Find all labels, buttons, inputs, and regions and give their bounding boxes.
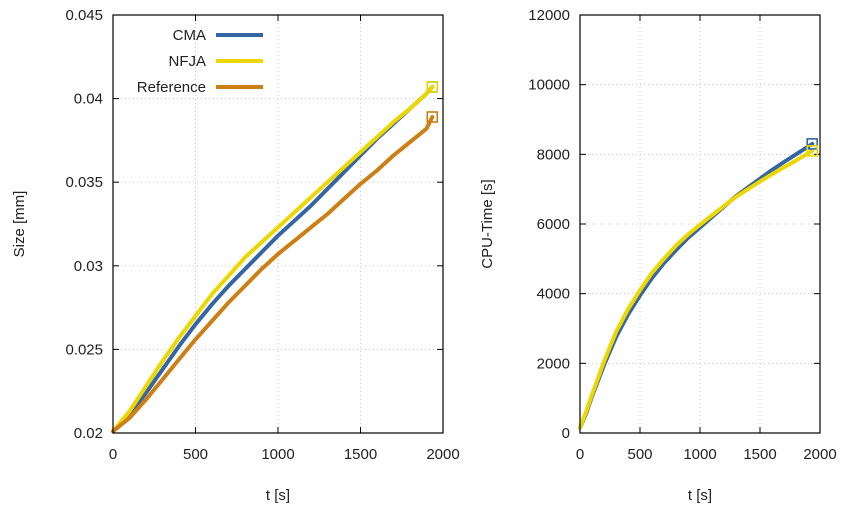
series-line-series-2 (578, 148, 815, 430)
legend-label: NFJA (169, 53, 207, 70)
chart-1: 0 500 1000 1500 2000 0.02 0.025 0.03 0.035 0.04 0.… (11, 7, 460, 504)
series-line-reference (111, 115, 435, 434)
y-tick-label: 0.04 (74, 91, 103, 108)
x-axis-title: t [s] (688, 487, 712, 504)
x-tick-label: 0 (109, 446, 117, 463)
end-marker-nfja (426, 81, 439, 93)
y-axis-title: Size [mm] (11, 191, 28, 258)
y-tick-label: 6000 (537, 216, 570, 233)
y-tick-label: 0 (562, 425, 570, 442)
y-tick-label: 10000 (528, 77, 570, 94)
y-tick-label: 0.03 (74, 258, 103, 275)
y-tick-label: 0.02 (74, 425, 103, 442)
legend-label: CMA (173, 27, 206, 44)
end-marker-series-1 (806, 138, 819, 150)
legend: CMA NFJA Reference (137, 27, 263, 96)
x-tick-label: 1500 (743, 446, 776, 463)
legend-label: Reference (137, 79, 206, 96)
y-tick-label: 12000 (528, 7, 570, 24)
plot-frame (112, 14, 444, 434)
plot-frame (579, 14, 821, 434)
y-tick-label: 4000 (537, 286, 570, 303)
y-tick-label: 0.025 (65, 341, 103, 358)
end-marker-reference (426, 111, 439, 123)
series-line-nfja (111, 84, 435, 434)
x-tick-label: 500 (627, 446, 652, 463)
y-tick-label: 8000 (537, 146, 570, 163)
chart-2: 0 500 1000 1500 2000 0 2000 4000 6000 8000 10000 12… (479, 7, 837, 504)
y-tick-label: 2000 (537, 355, 570, 372)
y-tick-label: 0.045 (65, 7, 103, 24)
x-tick-label: 2000 (426, 446, 459, 463)
x-tick-label: 1000 (261, 446, 294, 463)
end-marker-series-2 (806, 145, 819, 157)
y-tick-label: 0.035 (65, 174, 103, 191)
x-tick-label: 2000 (803, 446, 836, 463)
x-tick-label: 0 (576, 446, 584, 463)
series-line-series-1 (578, 141, 815, 430)
y-axis-title: CPU-Time [s] (479, 179, 496, 268)
x-tick-label: 1000 (683, 446, 716, 463)
x-tick-label: 500 (183, 446, 208, 463)
x-tick-label: 1500 (344, 446, 377, 463)
x-axis-title: t [s] (266, 487, 290, 504)
